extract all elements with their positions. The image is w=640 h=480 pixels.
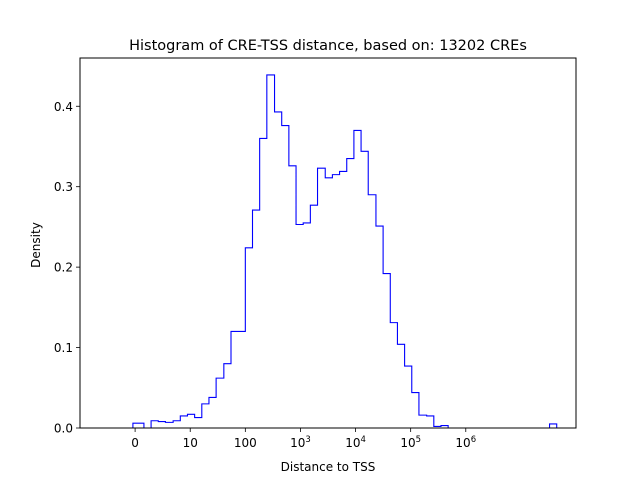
x-tick-label: 105 — [400, 435, 421, 450]
x-tick-label: 103 — [290, 435, 311, 450]
y-tick-label: 0.4 — [54, 100, 73, 114]
histogram-step-line — [132, 74, 558, 429]
y-tick-label: 0.1 — [54, 341, 73, 355]
x-tick-label: 104 — [345, 435, 366, 450]
plot-area-frame — [79, 57, 577, 429]
x-axis-ticks: 0 10 100 103 104 105 106 — [131, 428, 476, 450]
y-tick-label: 0.0 — [54, 422, 73, 436]
y-axis-ticks: 0.0 0.1 0.2 0.3 0.4 — [54, 100, 80, 436]
x-tick-label: 0 — [131, 436, 139, 450]
x-tick-label: 106 — [455, 435, 476, 450]
x-tick-label: 100 — [234, 436, 257, 450]
x-axis-label: Distance to TSS — [281, 460, 376, 474]
x-tick-label: 10 — [183, 436, 198, 450]
y-tick-label: 0.3 — [54, 180, 73, 194]
y-tick-label: 0.2 — [54, 261, 73, 275]
y-axis-label: Density — [29, 222, 43, 268]
chart-title: Histogram of CRE-TSS distance, based on:… — [129, 38, 527, 54]
histogram-layer — [132, 74, 558, 429]
